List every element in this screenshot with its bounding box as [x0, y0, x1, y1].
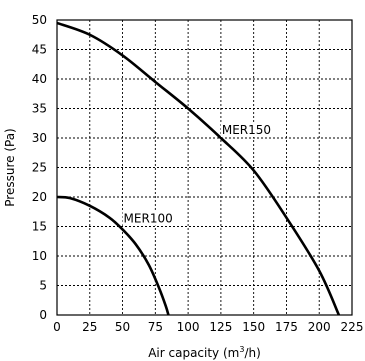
x-tick-label: 225 [341, 320, 364, 334]
x-tick-label: 50 [115, 320, 130, 334]
y-tick-label: 10 [32, 249, 47, 263]
y-axis-label: Pressure (Pa) [3, 128, 17, 206]
x-tick-label: 175 [275, 320, 298, 334]
curve-layer: MER150 MER100 [56, 21, 341, 316]
mer100-label: MER100 [124, 212, 173, 226]
mer100-curve [56, 195, 170, 316]
mer150-label: MER150 [222, 123, 271, 137]
grid-lines [57, 20, 352, 315]
x-tick-label: 150 [242, 320, 265, 334]
mer150-curve [56, 21, 341, 316]
x-tick-label: 125 [209, 320, 232, 334]
x-tick-label: 100 [177, 320, 200, 334]
tick-labels: 0 25 50 75 100 125 150 175 200 225 0 5 10 15 20 25 30 35 4… [32, 13, 364, 334]
y-tick-label: 15 [32, 220, 47, 234]
x-axis-label: Air capacity (m3/h) [148, 345, 261, 360]
x-tick-label: 75 [148, 320, 163, 334]
plot-frame [56, 19, 353, 316]
y-tick-label: 20 [32, 190, 47, 204]
y-tick-label: 45 [32, 43, 47, 57]
x-tick-label: 200 [308, 320, 331, 334]
y-tick-label: 30 [32, 131, 47, 145]
y-tick-label: 40 [32, 72, 47, 86]
y-tick-label: 50 [32, 13, 47, 27]
y-tick-label: 25 [32, 161, 47, 175]
mer150-label-background [220, 123, 273, 137]
y-tick-label: 0 [39, 308, 47, 322]
y-tick-label: 35 [32, 102, 47, 116]
x-tick-label: 0 [53, 320, 61, 334]
y-tick-label: 5 [39, 279, 47, 293]
x-tick-label: 25 [82, 320, 97, 334]
mer100-label-background [122, 211, 174, 226]
